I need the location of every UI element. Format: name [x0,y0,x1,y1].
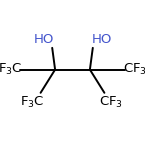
Text: $\mathregular{F_3C}$: $\mathregular{F_3C}$ [20,95,45,110]
Text: HO: HO [33,33,54,46]
Text: HO: HO [91,33,112,46]
Text: $\mathregular{F_3C}$: $\mathregular{F_3C}$ [0,62,22,77]
Text: $\mathregular{CF_3}$: $\mathregular{CF_3}$ [99,95,123,110]
Text: $\mathregular{CF_3}$: $\mathregular{CF_3}$ [123,62,145,77]
